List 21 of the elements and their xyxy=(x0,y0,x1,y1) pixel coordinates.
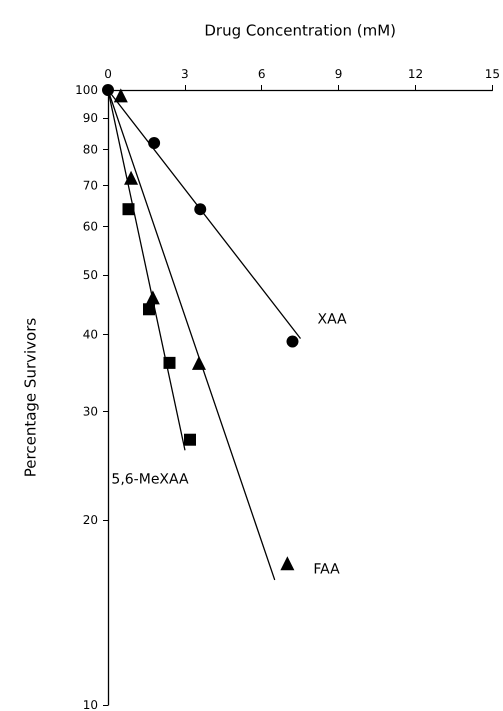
x-axis-title: Drug Concentration (mM) xyxy=(204,22,396,40)
series-label: XAA xyxy=(317,311,348,328)
x-tick-label: 12 xyxy=(408,67,424,81)
y-tick-label: 90 xyxy=(82,111,98,126)
series-label: FAA xyxy=(313,561,340,578)
y-tick-label: 70 xyxy=(82,178,98,192)
x-tick-label: 0 xyxy=(104,67,112,81)
x-tick-label: 9 xyxy=(334,67,342,81)
y-tick-label: 40 xyxy=(82,328,98,342)
x-tick-label: 15 xyxy=(484,67,500,81)
y-tick-label: 10 xyxy=(82,698,98,711)
y-tick-label: 60 xyxy=(82,219,98,234)
y-tick-label: 80 xyxy=(82,142,98,157)
y-axis-title: Percentage Survivors xyxy=(22,318,40,478)
y-tick-label: 30 xyxy=(82,404,98,419)
y-tick-label: 100 xyxy=(75,83,98,97)
y-tick-label: 50 xyxy=(82,268,98,282)
y-tick-label: 20 xyxy=(82,512,98,527)
x-tick-label: 3 xyxy=(181,67,189,81)
x-tick-label: 6 xyxy=(258,67,266,81)
series-label: 5,6-MeXAA xyxy=(111,472,189,488)
